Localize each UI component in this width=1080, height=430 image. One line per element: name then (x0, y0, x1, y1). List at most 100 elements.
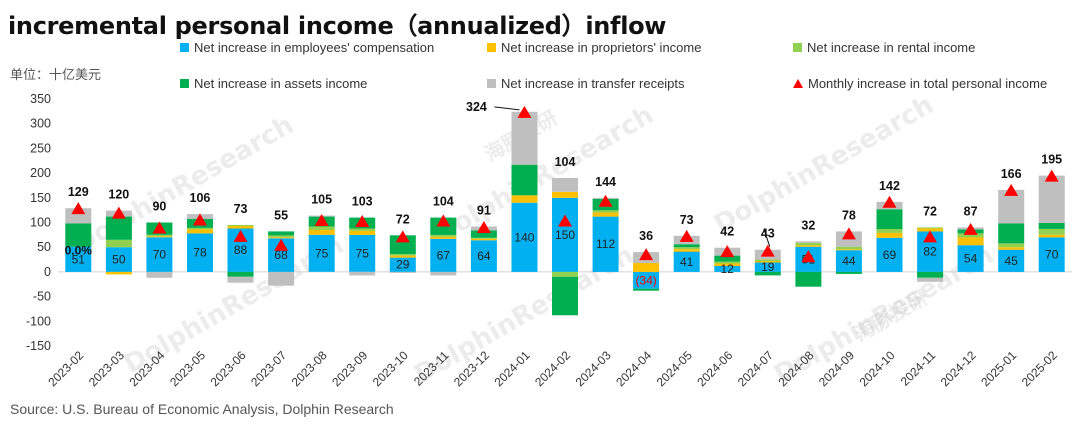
bar-segment-rental (146, 234, 173, 237)
x-tick-label: 2024-10 (857, 348, 898, 389)
total-marker (274, 238, 289, 251)
bar-segment-proprietors (470, 238, 497, 241)
employee-value-label: 67 (437, 248, 451, 262)
total-marker (111, 206, 126, 219)
bar-segment-assets (268, 231, 295, 236)
label-leader-line (763, 228, 771, 247)
bar-segment-assets (470, 230, 497, 238)
bar-segment-proprietors (552, 191, 578, 198)
source-note: Source: U.S. Bureau of Economic Analysis… (10, 401, 394, 417)
employee-value-label: 45 (1004, 254, 1018, 268)
bar-segment-rental (917, 227, 944, 229)
total-marker (923, 230, 938, 243)
x-tick-label: 2024-03 (573, 348, 614, 389)
total-value-label: 195 (1041, 153, 1062, 167)
bar-segment-rental (268, 235, 295, 238)
x-tick-label: 2023-05 (167, 348, 208, 389)
bar-segment-proprietors (795, 245, 822, 247)
employee-value-label: 75 (315, 246, 329, 260)
bar-segment-proprietors (633, 263, 660, 272)
x-tick-label: 2023-02 (45, 348, 86, 389)
x-tick-label: 2025-02 (1019, 348, 1060, 389)
total-value-label: 144 (595, 175, 616, 189)
bar-segment-assets (65, 223, 92, 247)
bar-segment-proprietors (957, 237, 984, 246)
total-marker (679, 229, 694, 242)
bar-segment-proprietors (430, 236, 457, 239)
total-marker (841, 227, 856, 240)
bar-segment-rental (1038, 228, 1065, 235)
bar-segment-rental (957, 233, 984, 238)
total-value-label: 87 (964, 204, 978, 218)
total-marker (760, 244, 775, 257)
legend-employees-label: Net increase in employees' compensation (194, 40, 435, 55)
employee-value-label: 29 (396, 258, 410, 272)
employee-value-label: 44 (842, 254, 856, 268)
bar-segment-proprietors (187, 229, 213, 234)
total-marker (558, 214, 572, 227)
employee-value-label: 19 (761, 260, 775, 274)
total-value-label: 105 (311, 193, 332, 207)
total-value-label: 36 (639, 229, 653, 243)
x-tick-label: 2023-03 (86, 348, 127, 389)
legend-transfer: Net increase in transfer receipts (487, 76, 685, 91)
employee-value-label: 75 (356, 246, 370, 260)
chart-title: incremental personal income（annualized）i… (8, 12, 667, 40)
legend-rental-label: Net increase in rental income (807, 40, 976, 55)
bar-segment-rental (714, 261, 741, 264)
y-tick-label: 300 (30, 117, 51, 131)
y-tick-label: 350 (30, 92, 51, 106)
employee-value-label: 150 (555, 228, 575, 242)
x-tick-label: 2023-12 (451, 348, 492, 389)
bar-segment-employees (430, 238, 457, 272)
bar-segment-rental (349, 228, 376, 231)
bar-segment-rental (430, 234, 457, 237)
y-tick-label: 200 (30, 166, 51, 180)
x-tick-label: 2024-12 (938, 348, 979, 389)
x-tick-label: 2023-06 (208, 348, 249, 389)
bar-segment-rental (754, 259, 781, 262)
total-value-label: 104 (433, 195, 454, 209)
total-marker (395, 230, 410, 243)
total-marker (152, 221, 167, 234)
total-marker (517, 105, 532, 118)
total-value-label: 120 (108, 188, 129, 202)
x-tick-label: 2024-08 (775, 348, 816, 389)
bar-segment-assets (835, 271, 862, 274)
bar-segment-assets (998, 223, 1025, 244)
legend-proprietors-label: Net increase in proprietors' income (501, 40, 702, 55)
bar-segment-employees (754, 262, 781, 272)
total-marker (639, 248, 654, 261)
bar-segment-rental (552, 271, 578, 277)
bar-segment-proprietors (876, 232, 903, 238)
bar-segment-transfer (552, 178, 578, 192)
y-tick-label: 50 (37, 240, 51, 254)
x-tick-label: 2024-11 (898, 348, 939, 389)
bar-segment-assets (795, 271, 822, 287)
x-tick-label: 2023-04 (126, 348, 167, 389)
bar-segment-assets (917, 271, 944, 278)
bar-segment-proprietors (511, 195, 538, 203)
bar-segment-proprietors (389, 255, 416, 258)
total-marker (963, 222, 978, 235)
employee-value-label: 70 (153, 248, 167, 262)
bar-segment-employees (65, 246, 92, 272)
bar-segment-rental (389, 254, 416, 256)
total-marker (598, 194, 613, 207)
x-tick-label: 2024-04 (613, 348, 654, 389)
total-value-label: 78 (842, 208, 856, 222)
bar-segment-transfer (349, 271, 376, 276)
bar-segment-assets (714, 255, 741, 262)
total-value-label: 42 (720, 225, 734, 239)
employee-value-label: 50 (112, 253, 126, 267)
bar-segment-assets (1038, 223, 1065, 229)
total-value-label: 104 (555, 155, 576, 169)
x-tick-label: 2025-01 (978, 348, 1019, 389)
legend-assets-label: Net increase in assets income (194, 76, 368, 91)
x-tick-label: 2024-01 (492, 348, 533, 389)
bar-segment-transfer (917, 277, 944, 282)
total-marker (192, 213, 207, 226)
total-marker (801, 250, 816, 263)
bar-segment-employees (592, 216, 619, 272)
total-marker (476, 220, 491, 233)
